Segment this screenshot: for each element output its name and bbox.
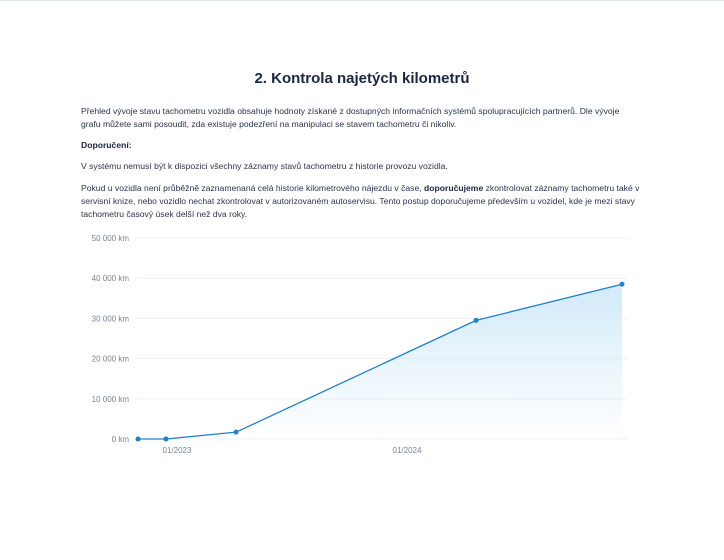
data-point: [473, 317, 479, 323]
advice-text: Pokud u vozidla není průběžně zaznamenan…: [81, 182, 641, 221]
x-tick-label: 01/2023: [163, 446, 192, 455]
advice-before: Pokud u vozidla není průběžně zaznamenan…: [81, 183, 425, 193]
data-point: [163, 436, 169, 442]
recommendation-heading: Doporučení:: [81, 139, 641, 152]
advice-bold: doporučujeme: [424, 183, 484, 193]
data-point: [233, 429, 239, 435]
y-tick-label: 40 000 km: [92, 274, 130, 283]
y-tick-label: 0 km: [112, 435, 130, 444]
top-divider: [0, 0, 724, 1]
data-point: [619, 281, 625, 287]
recommendation-heading-text: Doporučení:: [81, 140, 132, 150]
intro-text: Přehled vývoje stavu tachometru vozidla …: [81, 106, 620, 129]
y-tick-label: 30 000 km: [92, 314, 130, 323]
y-tick-label: 20 000 km: [92, 355, 130, 364]
data-point: [135, 436, 141, 442]
y-tick-label: 50 000 km: [92, 234, 130, 243]
section-title: 2. Kontrola najetých kilometrů: [254, 70, 470, 87]
advice-after: zkontrolovat záznamy tachometru také v s…: [81, 183, 640, 219]
note-text: V systému nemusí být k dispozici všechny…: [81, 161, 448, 171]
area-fill: [138, 284, 622, 439]
y-tick-label: 10 000 km: [92, 395, 130, 404]
x-tick-label: 01/2024: [393, 446, 422, 455]
